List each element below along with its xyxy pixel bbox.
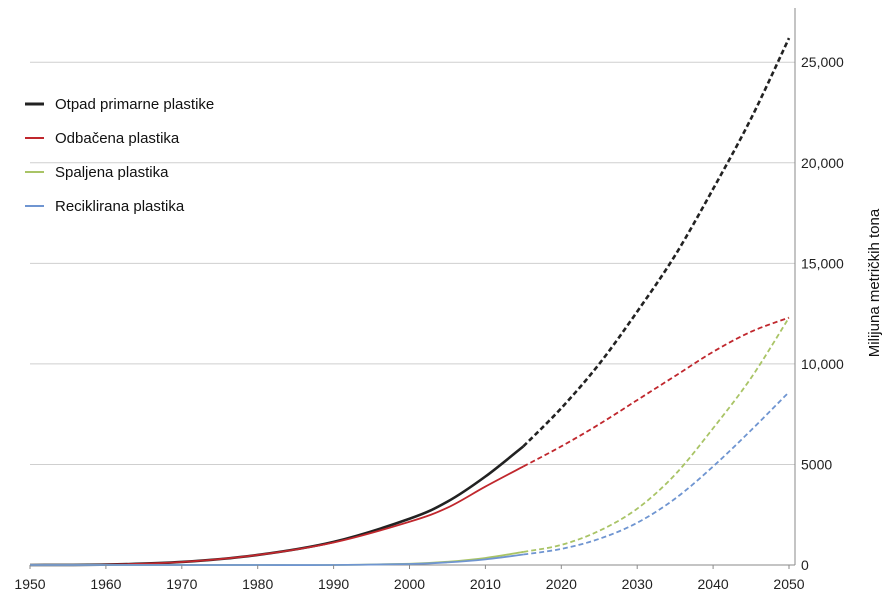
y-tick-label: 25,000: [801, 54, 844, 70]
x-tick-label: 1990: [318, 576, 349, 592]
y-axis-label: Milijuna metričkih tona: [866, 208, 883, 357]
legend-label: Otpad primarne plastike: [55, 96, 214, 113]
x-tick-label: 1980: [242, 576, 273, 592]
y-tick-label: 15,000: [801, 255, 844, 271]
x-tick-label: 2040: [698, 576, 729, 592]
x-tick-label: 1970: [166, 576, 197, 592]
y-tick-label: 0: [801, 557, 809, 573]
legend-label: Spaljena plastika: [55, 164, 169, 181]
x-tick-label: 1960: [90, 576, 121, 592]
legend-label: Reciklirana plastika: [55, 198, 185, 215]
series-lines: [29, 37, 791, 567]
series-line-projection: [523, 317, 790, 553]
y-tick-label: 5000: [801, 456, 832, 472]
x-tick-label: 1950: [14, 576, 45, 592]
series-line-historical: [29, 553, 524, 566]
gridlines: [30, 8, 796, 566]
series-line-historical: [29, 465, 524, 566]
series-line-projection: [522, 316, 790, 468]
x-tick-label: 2030: [622, 576, 653, 592]
y-axis-ticks: 0 5000 10,000 15,000 20,000 25,000: [801, 54, 844, 573]
series-line-projection: [522, 37, 791, 448]
x-tick-label: 2000: [394, 576, 425, 592]
legend-label: Odbačena plastika: [55, 130, 180, 147]
y-tick-label: 10,000: [801, 356, 844, 372]
series-line-projection: [523, 391, 790, 556]
legend: Otpad primarne plastike Odbačena plastika…: [25, 96, 214, 215]
y-tick-label: 20,000: [801, 155, 844, 171]
x-tick-label: 2020: [546, 576, 577, 592]
x-axis-ticks: 1950 1960 1970 1980 1990 2000 2010 2020 2030 2040…: [14, 565, 805, 592]
x-tick-label: 2010: [470, 576, 501, 592]
x-tick-label: 2050: [773, 576, 804, 592]
